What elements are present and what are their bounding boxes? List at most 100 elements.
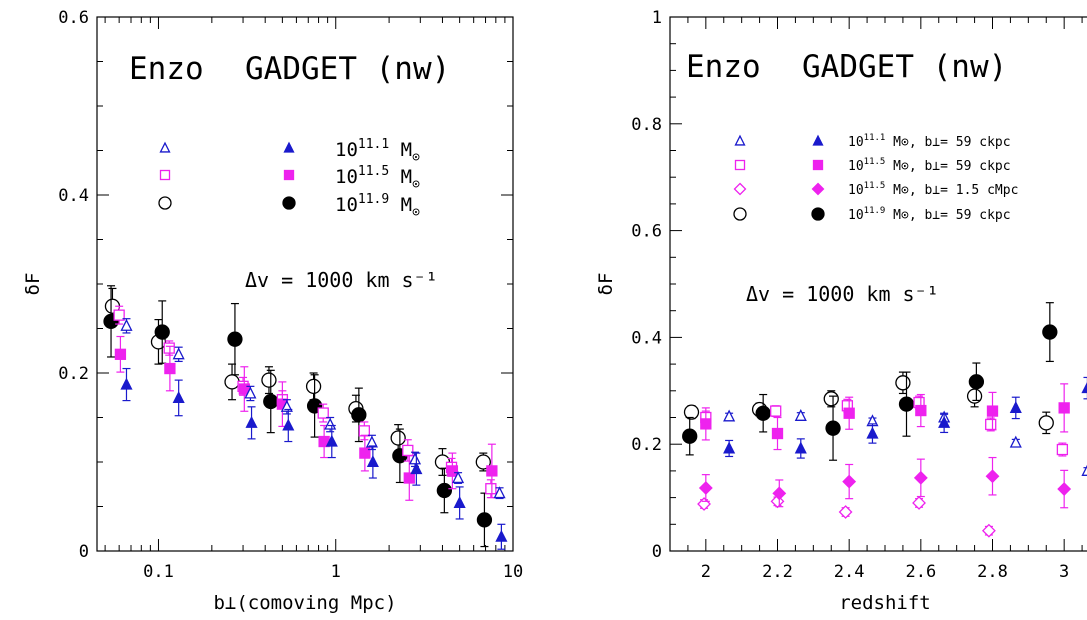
data-point-square-open [317, 407, 329, 419]
title-gadget: GADGET (nw) [245, 51, 450, 87]
legend-label: 1011.5 M⊙, b⊥= 1.5 cMpc [848, 181, 1018, 198]
series-diamond-filled [698, 456, 1072, 509]
data-point-circle-open [305, 378, 322, 395]
data-point-triangle-open [452, 471, 465, 484]
data-point-diamond-filled [772, 486, 787, 501]
legend-label-base: 10 [335, 166, 358, 188]
series-square-open [113, 305, 497, 499]
data-point-triangle-open [493, 486, 506, 499]
legend-marker-diamond-open [733, 182, 747, 196]
data-point-circle-open [895, 375, 911, 391]
legend-marker-circle-open [158, 196, 172, 210]
data-point-square-open [485, 483, 497, 495]
data-point-circle-filled [898, 396, 915, 412]
data-layer [682, 302, 1087, 538]
data-point-circle-filled [476, 512, 493, 528]
series-triangle-open [723, 408, 1087, 476]
series-triangle-filled [120, 367, 508, 550]
legend-label-exponent: 11.1 [358, 137, 389, 152]
legend-label-base: 10 [335, 194, 358, 216]
data-point-circle-filled [227, 331, 243, 347]
data-point-circle-open [390, 430, 406, 446]
data-point-triangle-open [1009, 435, 1022, 448]
data-point-circle-filled [154, 324, 170, 340]
data-point-triangle-filled [723, 441, 736, 454]
x-axis-label: redshift [839, 592, 931, 614]
y-tick-label: 0.2 [58, 364, 89, 384]
data-point-triangle-filled [866, 426, 879, 439]
x-axis-label: b⊥(comoving Mpc) [213, 592, 396, 614]
legend-marker-triangle-open [159, 141, 171, 153]
y-tick-label: 0.6 [631, 222, 662, 242]
legend-label-base: 10 [848, 183, 864, 198]
data-point-triangle-filled [282, 418, 295, 431]
data-point-triangle-filled [1009, 400, 1022, 413]
data-point-triangle-open [120, 318, 133, 331]
data-point-square-filled [771, 427, 784, 440]
data-point-triangle-filled [172, 390, 185, 403]
legend-label-rest: M⊙, b⊥= 1.5 cMpc [885, 183, 1018, 198]
data-point-diamond-filled [698, 481, 713, 495]
right-panel: 0 0.2 0.4 0.6 0.8 1 2 2.2 2.4 2.6 2.8 3 redshift δF En… [595, 8, 1087, 614]
x-tick-label: 2.2 [762, 562, 793, 582]
legend-marker-square-filled [812, 159, 824, 171]
legend-marker-circle-open [733, 207, 747, 221]
data-point-square-filled [1058, 402, 1070, 414]
data-point-diamond-open [697, 497, 711, 511]
data-point-diamond-filled [842, 474, 857, 489]
data-point-square-open [770, 405, 782, 417]
data-point-triangle-filled [495, 529, 508, 542]
x-tick-label: 2.4 [834, 562, 865, 582]
legend-label-exponent: 11.1 [864, 133, 886, 143]
y-tick-label: 0.2 [631, 435, 662, 455]
data-point-triangle-open [1081, 464, 1087, 476]
data-point-diamond-filled [985, 469, 1000, 484]
x-tick-label: 10 [503, 562, 523, 582]
data-point-diamond-open [912, 496, 926, 510]
legend-label-exponent: 11.5 [864, 157, 886, 167]
data-point-circle-open [966, 388, 983, 404]
legend: 1011.1 M⊙1011.5 M⊙1011.9 M⊙ [158, 137, 420, 220]
legend-label: 1011.9 M⊙ [335, 192, 420, 220]
data-point-circle-filled [1042, 324, 1058, 340]
legend-label: 1011.9 M⊙, b⊥= 59 ckpc [848, 206, 1011, 223]
series-triangle-filled [723, 376, 1087, 459]
title-enzo: Enzo [129, 51, 204, 87]
data-point-triangle-open [408, 452, 422, 465]
data-point-triangle-open [794, 408, 807, 421]
legend-marker-triangle-open [734, 134, 746, 146]
legend: 1011.1 M⊙, b⊥= 59 ckpc 1011.5 M⊙, b⊥= 59 … [733, 133, 1018, 223]
data-point-circle-filled [825, 420, 841, 436]
data-point-triangle-filled [325, 434, 338, 447]
data-point-square-filled [114, 348, 127, 360]
data-point-circle-filled [682, 428, 698, 444]
legend-label-exponent: 11.9 [358, 192, 389, 207]
series-circle-filled [103, 285, 493, 548]
title-enzo: Enzo [686, 49, 761, 85]
series-circle-open [104, 287, 491, 476]
data-point-triangle-filled [1081, 382, 1087, 394]
data-layer [103, 285, 508, 550]
data-point-triangle-filled [245, 415, 258, 428]
y-tick-label: 0 [652, 542, 662, 562]
data-point-circle-filled [755, 405, 771, 421]
data-point-triangle-open [172, 347, 185, 360]
x-tick-label: 2 [701, 562, 711, 582]
data-point-circle-filled [351, 407, 367, 423]
legend-marker-circle-filled [282, 196, 296, 210]
y-tick-label: 0.6 [58, 8, 89, 28]
legend-label-exponent: 11.5 [358, 164, 389, 179]
legend-label: 1011.1 M⊙, b⊥= 59 ckpc [848, 133, 1011, 150]
data-point-triangle-open [280, 399, 293, 412]
x-tick-label: 3 [1059, 562, 1069, 582]
data-point-square-open [358, 425, 370, 437]
legend-label-base: 10 [335, 139, 358, 161]
legend-marker-circle-filled [811, 207, 825, 221]
data-point-triangle-filled [453, 495, 466, 508]
x-tick-label: 0.1 [143, 562, 174, 582]
data-point-triangle-filled [366, 455, 379, 468]
legend-label-exponent: 11.5 [864, 181, 886, 191]
data-point-square-filled [486, 465, 498, 477]
legend-label: 1011.5 M⊙, b⊥= 59 ckpc [848, 157, 1011, 174]
